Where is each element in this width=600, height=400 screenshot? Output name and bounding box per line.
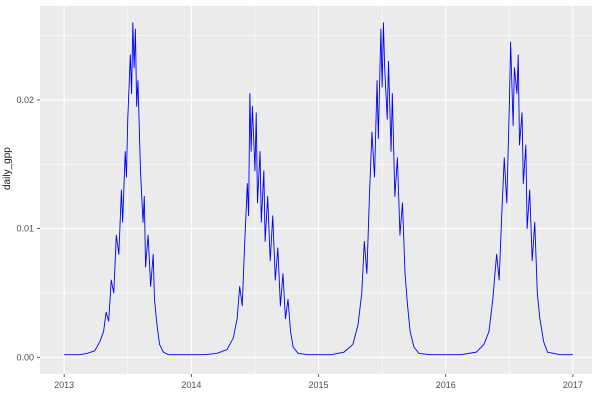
x-tick-label: 2015	[309, 380, 329, 390]
y-tick-label: 0.01	[16, 224, 34, 234]
y-axis-title: daily_gpp	[2, 147, 13, 190]
x-tick-label: 2017	[563, 380, 583, 390]
x-tick-label: 2013	[54, 380, 74, 390]
y-tick-label: 0.00	[16, 352, 34, 362]
x-tick-label: 2016	[436, 380, 456, 390]
y-tick-label: 0.02	[16, 95, 34, 105]
daily-gpp-line	[64, 22, 573, 356]
x-tick-label: 2014	[181, 380, 201, 390]
